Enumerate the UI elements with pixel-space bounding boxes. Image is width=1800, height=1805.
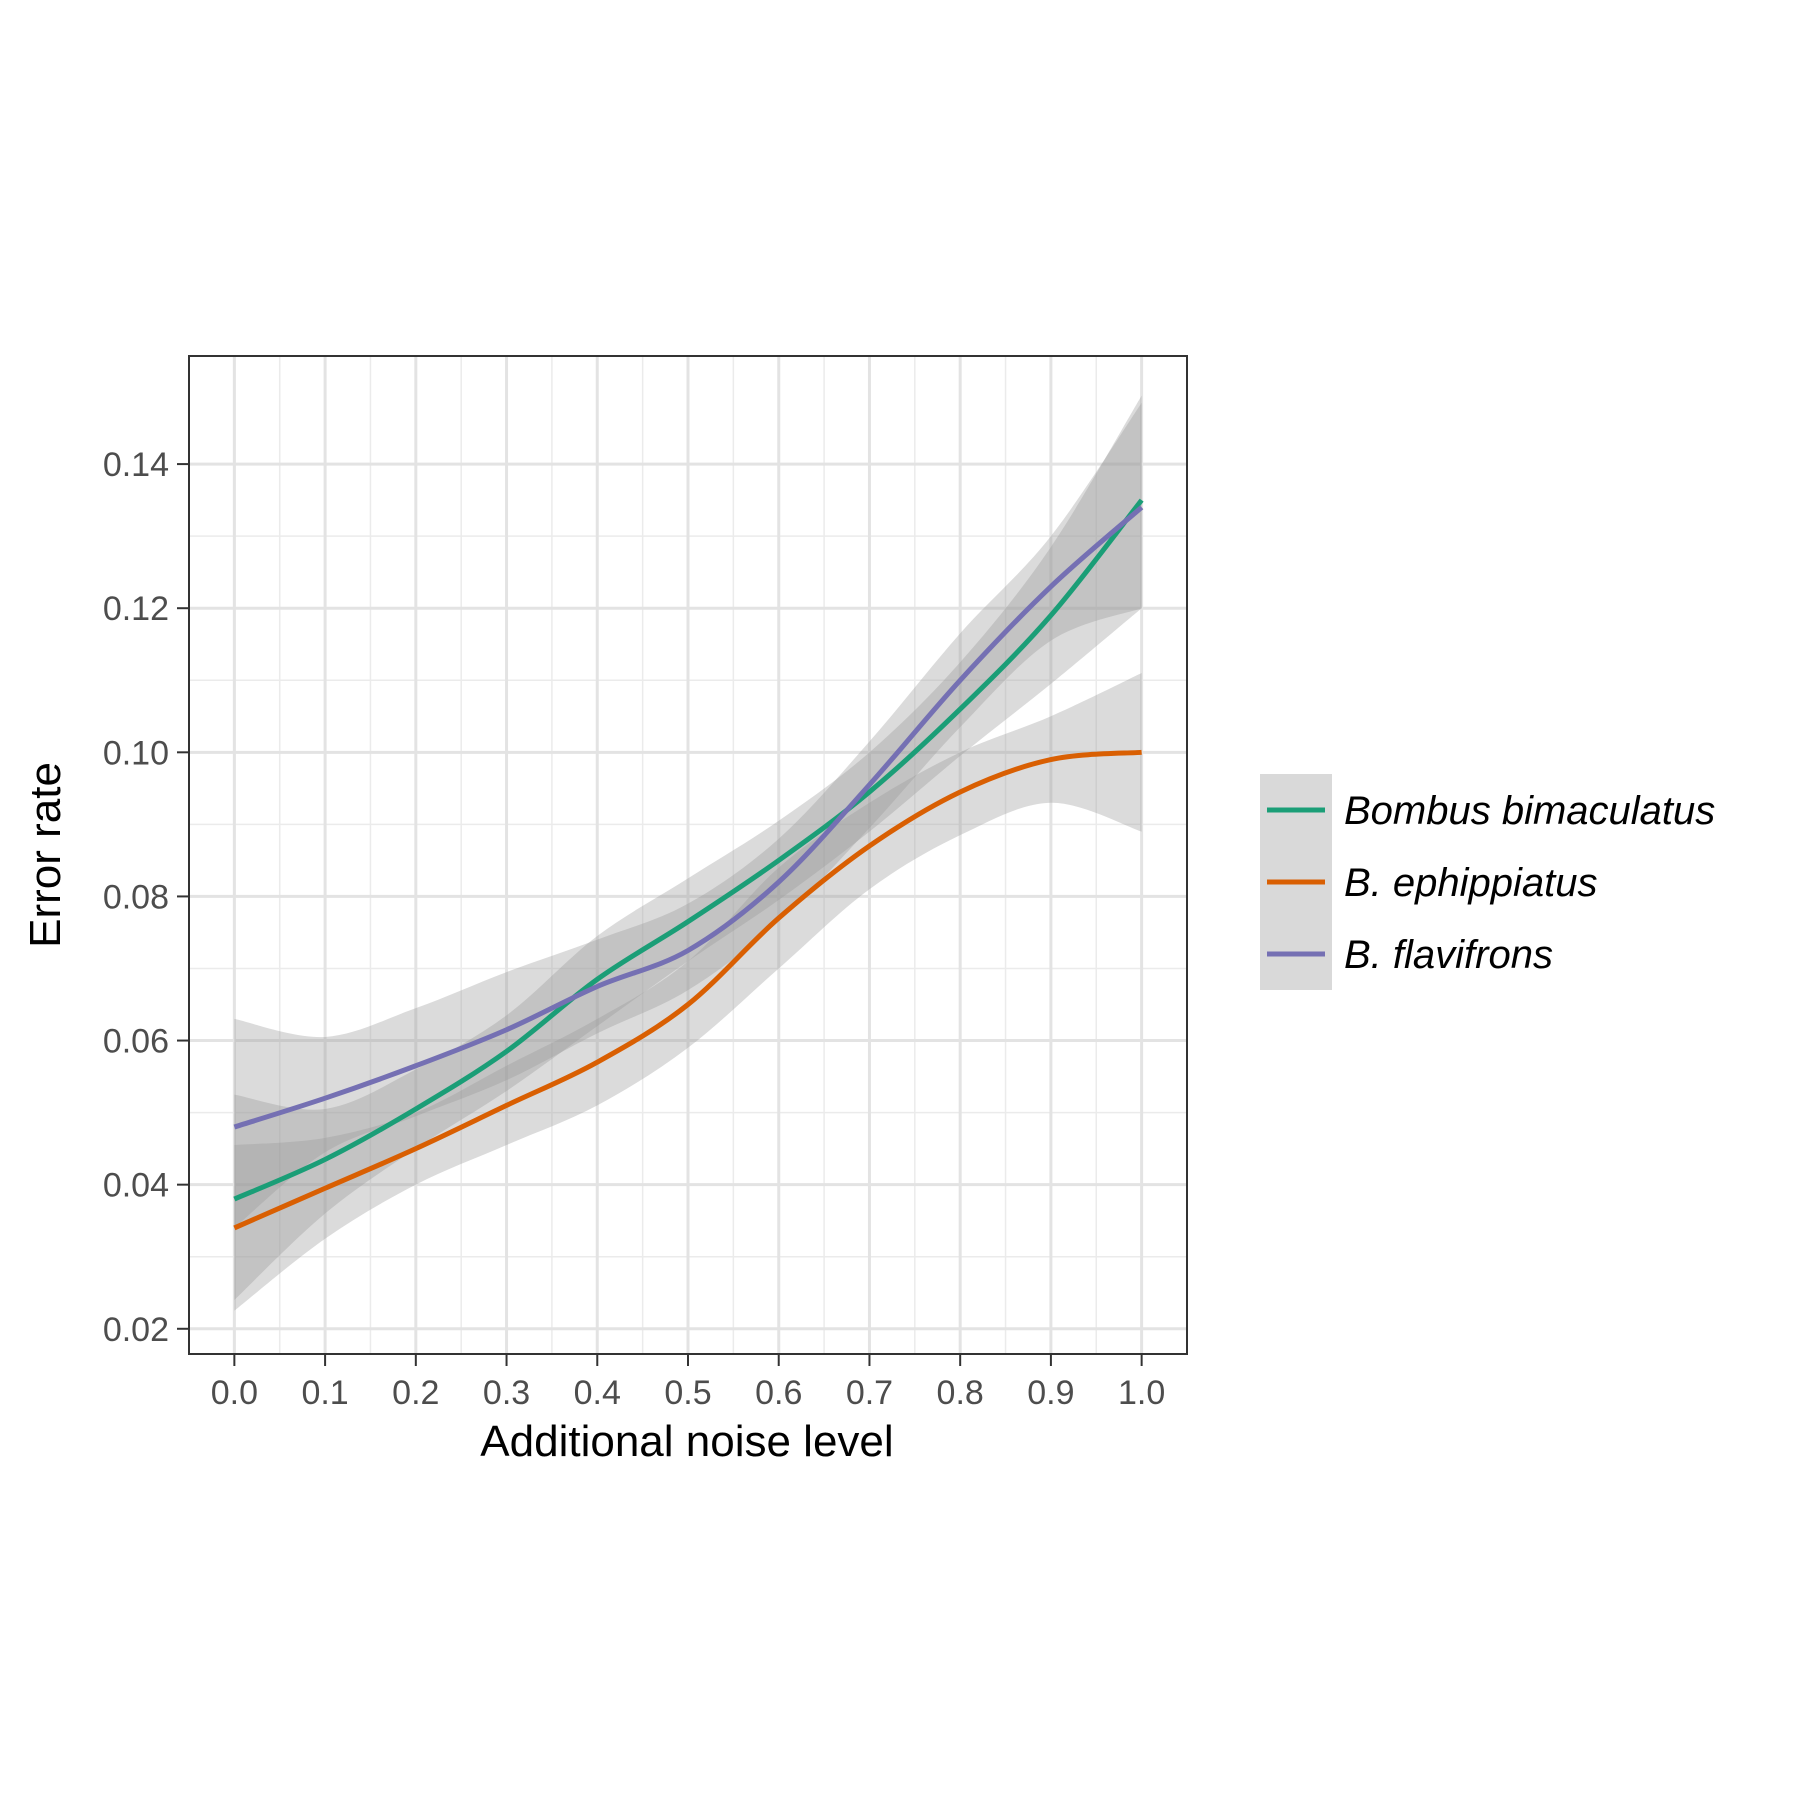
x-tick-label: 0.2 [392,1374,439,1412]
legend-label: B. ephippiatus [1344,861,1598,905]
x-tick-label: 0.3 [483,1374,530,1412]
y-tick-label: 0.12 [103,590,169,628]
series-line-1 [233,498,1144,1202]
x-tick-label: 0.7 [846,1374,893,1412]
confidence-ribbons [234,395,1142,1311]
series-line-3 [233,505,1144,1130]
x-tick-label: 0.8 [937,1374,984,1412]
y-tick-label: 0.04 [103,1167,169,1205]
y-tick-label: 0.02 [103,1311,169,1349]
y-tick-label: 0.14 [103,446,169,484]
x-tick-label: 0.6 [755,1374,802,1412]
legend-label: Bombus bimaculatus [1344,789,1715,833]
x-tick-label: 0.0 [211,1374,258,1412]
x-tick-label: 0.5 [664,1374,711,1412]
legend-label: B. flavifrons [1344,933,1553,977]
confidence-ribbon-1 [234,395,1142,1300]
major-gridlines [189,356,1187,1354]
legend: Bombus bimaculatus B. ephippiatus B. flavi… [1260,774,1715,990]
series-lines [233,498,1144,1231]
y-tick-label: 0.10 [103,734,169,772]
y-axis: 0.02 0.04 0.06 0.08 0.10 0.12 0.14 [103,446,189,1349]
y-tick-label: 0.08 [103,878,169,916]
x-axis: 0.0 0.1 0.2 0.3 0.4 0.5 0.6 0.7 0.8 0.9 1.0 [211,1354,1165,1412]
x-tick-label: 1.0 [1118,1374,1165,1412]
confidence-ribbon-3 [234,402,1142,1228]
series-line-2 [233,749,1142,1231]
x-tick-label: 0.1 [301,1374,348,1412]
x-axis-title: Additional noise level [480,1417,893,1466]
plot-area [188,355,1188,1355]
y-axis-title: Error rate [21,762,70,948]
y-tick-label: 0.06 [103,1023,169,1061]
confidence-ribbon-2 [234,673,1142,1311]
x-tick-label: 0.9 [1027,1374,1074,1412]
x-tick-label: 0.4 [574,1374,621,1412]
